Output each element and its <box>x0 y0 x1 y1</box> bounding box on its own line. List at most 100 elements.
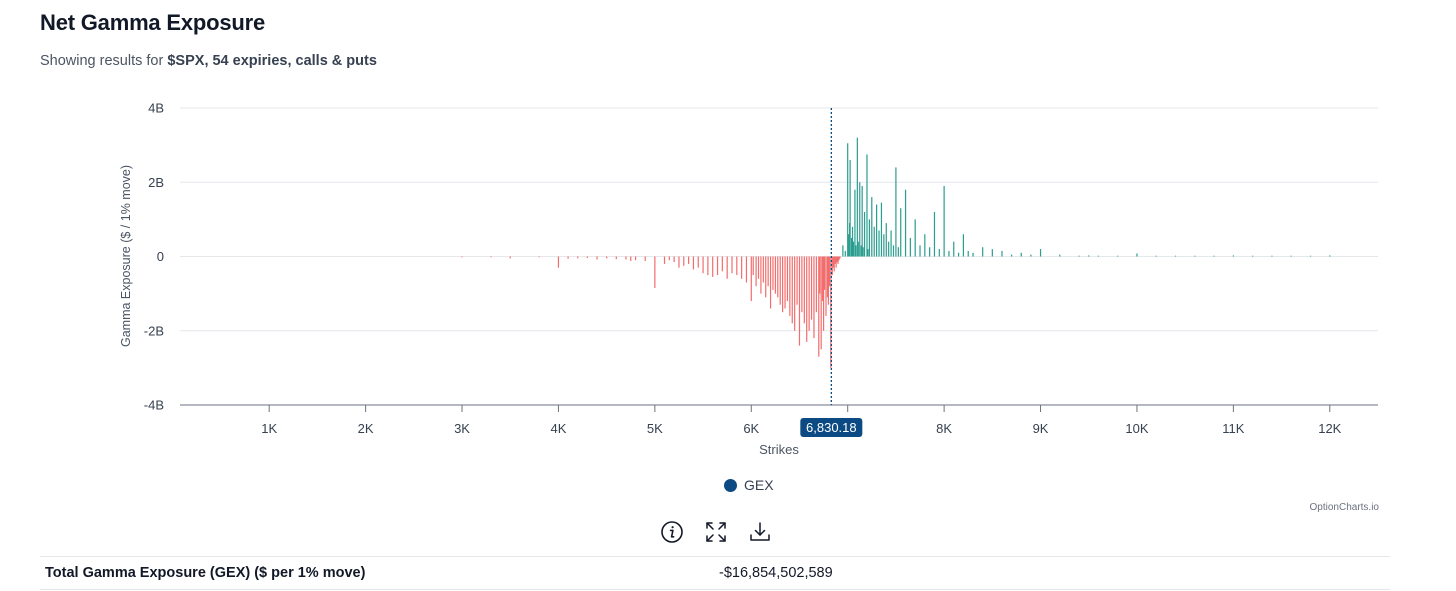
gex-bar[interactable] <box>854 189 856 257</box>
gex-bar[interactable] <box>750 256 752 302</box>
gex-bar[interactable] <box>1309 255 1312 257</box>
gex-bar[interactable] <box>847 143 849 257</box>
gex-bar[interactable] <box>736 256 738 276</box>
gex-bar[interactable] <box>962 234 964 257</box>
legend-item-gex[interactable]: GEX <box>724 477 774 493</box>
gex-bar[interactable] <box>857 241 859 257</box>
gex-bar[interactable] <box>731 256 733 274</box>
gex-bar[interactable] <box>895 167 897 257</box>
gex-bar[interactable] <box>904 189 907 257</box>
gex-bar[interactable] <box>782 256 784 313</box>
gex-bar[interactable] <box>815 256 817 313</box>
gex-bar[interactable] <box>883 234 885 257</box>
gex-bar[interactable] <box>716 256 719 276</box>
gex-bar[interactable] <box>557 256 560 268</box>
gex-bar[interactable] <box>813 256 815 339</box>
gex-bar[interactable] <box>818 256 820 357</box>
gex-bar[interactable] <box>692 256 695 270</box>
gex-bar[interactable] <box>838 256 840 261</box>
gex-bar[interactable] <box>876 204 878 257</box>
gex-bar[interactable] <box>615 256 617 260</box>
gex-bar[interactable] <box>823 256 826 290</box>
gex-bar[interactable] <box>839 256 841 259</box>
gex-bar[interactable] <box>982 247 984 257</box>
gex-bar[interactable] <box>834 256 836 264</box>
gex-bar[interactable] <box>772 256 774 290</box>
gex-bar[interactable] <box>863 211 866 257</box>
gex-bar[interactable] <box>919 245 921 257</box>
gex-bar[interactable] <box>991 249 993 257</box>
gex-bar[interactable] <box>825 256 827 316</box>
gex-bar[interactable] <box>1155 255 1157 257</box>
gex-bar[interactable] <box>509 256 511 259</box>
gex-bar[interactable] <box>897 247 899 257</box>
gex-bar[interactable] <box>836 256 838 263</box>
gex-bar[interactable] <box>810 256 813 320</box>
gex-bar[interactable] <box>702 256 704 274</box>
gex-bar[interactable] <box>1271 255 1273 257</box>
gex-bar[interactable] <box>924 234 926 257</box>
gex-bar[interactable] <box>900 208 902 257</box>
gex-bars[interactable] <box>461 137 1331 368</box>
gex-bar[interactable] <box>867 249 869 257</box>
gex-bar[interactable] <box>789 256 791 316</box>
gex-bar[interactable] <box>712 256 714 277</box>
gex-bar[interactable] <box>1001 250 1003 257</box>
gex-bar[interactable] <box>850 237 853 257</box>
gex-bar[interactable] <box>760 256 762 294</box>
gex-bar[interactable] <box>654 256 656 289</box>
gex-bar[interactable] <box>673 256 675 263</box>
gex-bar[interactable] <box>967 250 969 257</box>
gex-bar[interactable] <box>953 241 955 257</box>
gex-bar[interactable] <box>1088 255 1090 257</box>
gex-bar[interactable] <box>1194 255 1196 257</box>
gex-bar[interactable] <box>819 256 821 294</box>
gex-bar[interactable] <box>849 159 851 257</box>
spot-price-marker[interactable]: 6,830.18 <box>800 108 863 437</box>
gex-bar[interactable] <box>827 256 830 305</box>
gex-bar[interactable] <box>892 245 895 257</box>
gex-bar[interactable] <box>861 185 863 257</box>
gex-bar[interactable] <box>577 256 579 259</box>
gex-bar[interactable] <box>596 256 598 260</box>
gex-bar[interactable] <box>1117 255 1119 257</box>
gex-bar[interactable] <box>831 256 833 276</box>
gex-bar[interactable] <box>1252 255 1254 257</box>
gex-bar[interactable] <box>820 256 822 350</box>
gex-bar[interactable] <box>822 256 825 331</box>
gex-bar[interactable] <box>634 256 637 261</box>
gex-bar[interactable] <box>683 256 685 266</box>
gex-bar[interactable] <box>697 256 699 268</box>
gex-bar[interactable] <box>791 256 793 324</box>
gex-bar[interactable] <box>972 252 974 257</box>
gex-bar[interactable] <box>890 230 892 257</box>
gex-bar[interactable] <box>806 256 808 342</box>
fullscreen-button[interactable] <box>704 519 728 545</box>
gex-bar[interactable] <box>796 256 798 305</box>
gex-bar[interactable] <box>644 256 646 261</box>
gex-bar[interactable] <box>774 256 776 294</box>
gex-bar[interactable] <box>842 245 844 257</box>
gex-bar[interactable] <box>828 256 830 287</box>
gex-bar[interactable] <box>833 256 835 272</box>
gex-bar[interactable] <box>909 237 911 257</box>
gex-bar[interactable] <box>837 256 839 264</box>
info-button[interactable] <box>660 519 684 545</box>
gex-bar[interactable] <box>757 256 760 279</box>
gex-bar[interactable] <box>914 219 916 257</box>
gex-bar[interactable] <box>844 250 846 257</box>
gex-bar[interactable] <box>832 256 834 268</box>
gex-bar[interactable] <box>755 256 757 287</box>
download-button[interactable] <box>748 519 772 545</box>
gex-bar[interactable] <box>885 223 887 257</box>
gex-bar[interactable] <box>1232 255 1234 257</box>
gex-bar[interactable] <box>745 256 748 283</box>
gex-bar[interactable] <box>777 256 779 298</box>
gex-bar[interactable] <box>1020 252 1022 257</box>
gex-bar[interactable] <box>726 256 728 279</box>
gex-bar[interactable] <box>765 256 767 298</box>
gex-bar[interactable] <box>1174 255 1177 257</box>
gex-bar[interactable] <box>822 256 824 302</box>
gex-bar[interactable] <box>803 256 805 324</box>
gex-bar[interactable] <box>752 256 754 276</box>
